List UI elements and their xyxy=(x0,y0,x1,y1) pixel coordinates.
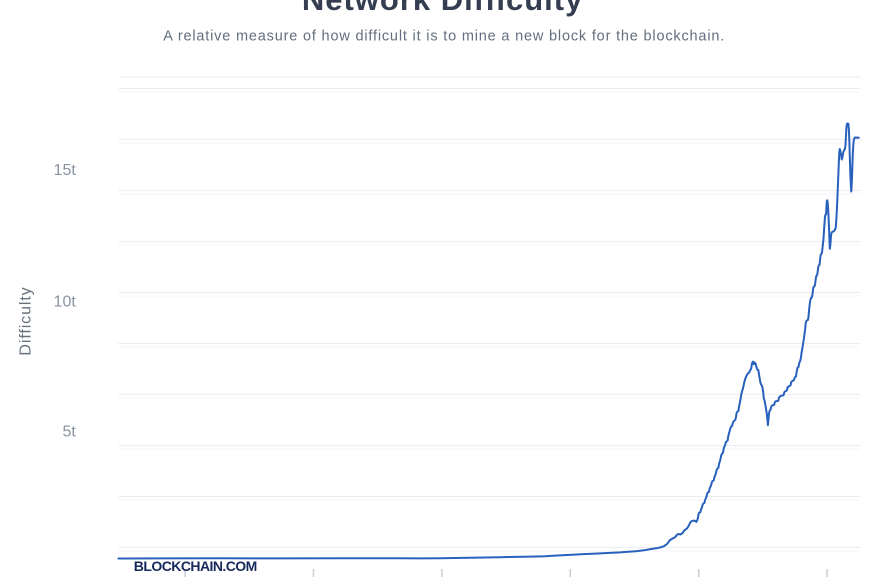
svg-text:5t: 5t xyxy=(62,424,76,441)
svg-text:A relative measure of how diff: A relative measure of how difficult it i… xyxy=(163,28,725,44)
svg-text:15t: 15t xyxy=(54,162,77,179)
svg-text:10t: 10t xyxy=(54,294,77,311)
svg-text:Network Difficulty: Network Difficulty xyxy=(302,0,584,17)
svg-text:BLOCKCHAIN.COM: BLOCKCHAIN.COM xyxy=(134,558,257,574)
svg-text:Difficulty: Difficulty xyxy=(18,286,35,355)
